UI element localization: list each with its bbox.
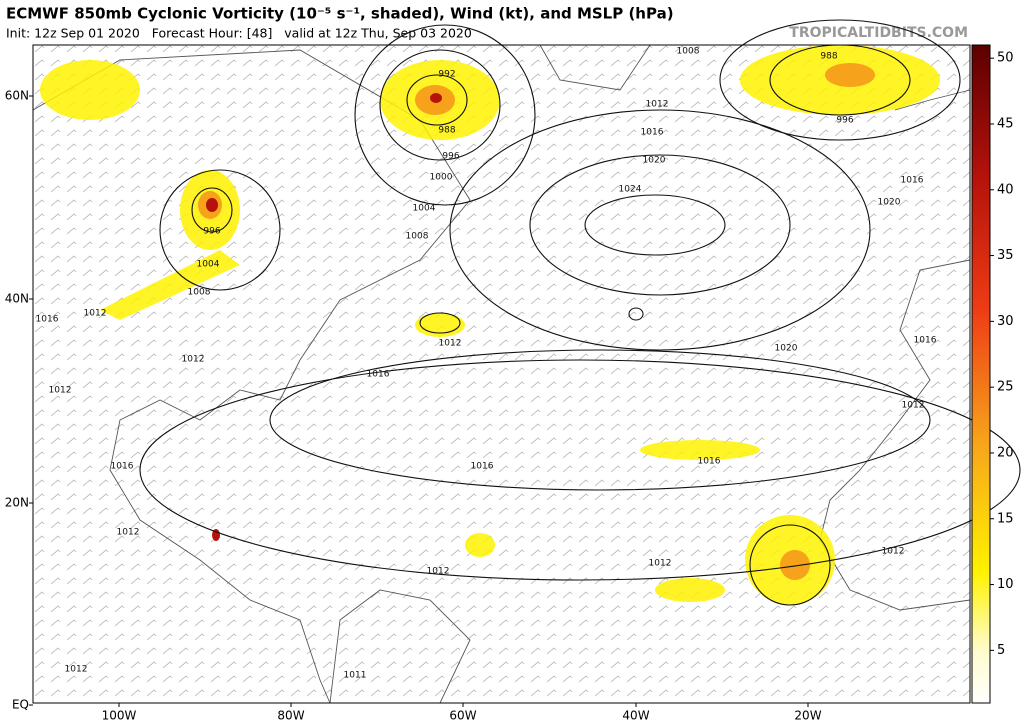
wind-barbs [33, 45, 970, 703]
isobar-label: 1012 [649, 559, 672, 569]
colorbar-tick-label: 15 [997, 511, 1014, 526]
isobar-label: 1008 [406, 232, 429, 242]
lon-label: 20W [794, 709, 821, 723]
isobar-label: 992 [438, 70, 455, 80]
isobar-label: 1016 [367, 370, 390, 380]
isobar-label: 1016 [698, 457, 721, 467]
lat-label: 40N [5, 292, 29, 306]
isobar-label: 1024 [619, 185, 642, 195]
isobar-label: 1000 [430, 173, 453, 183]
lat-label: EQ [12, 698, 29, 712]
colorbar-tick-label: 35 [997, 248, 1014, 263]
isobar-label: 1012 [902, 401, 925, 411]
subtitle: Init: 12z Sep 01 2020 Forecast Hour: [48… [6, 26, 472, 41]
isobar-label: 1016 [901, 176, 924, 186]
lon-label: 60W [449, 709, 476, 723]
title: ECMWF 850mb Cyclonic Vorticity (10⁻⁵ s⁻¹… [6, 5, 674, 23]
isobar-label: 1012 [49, 386, 72, 396]
isobar-label: 1004 [413, 204, 436, 214]
isobar-label: 988 [820, 52, 837, 62]
isobar-label: 1012 [882, 547, 905, 557]
isobar-label: 1012 [117, 528, 140, 538]
isobar-label: 1012 [646, 100, 669, 110]
isobar-label: 1012 [427, 567, 450, 577]
lat-label: 60N [5, 89, 29, 103]
colorbar-tick-label: 25 [997, 380, 1014, 395]
isobar-label: 1020 [643, 156, 666, 166]
isobar-label: 1012 [65, 665, 88, 675]
map [32, 19, 1021, 704]
isobar-label: 1016 [471, 462, 494, 472]
isobar-label: 1016 [914, 336, 937, 346]
colorbar-tick-label: 20 [997, 445, 1014, 460]
lat-label: 20N [5, 496, 29, 510]
isobar-label: 1016 [641, 128, 664, 138]
colorbar [971, 44, 991, 704]
lon-label: 80W [277, 709, 304, 723]
isobar-label: 988 [438, 126, 455, 136]
colorbar-tick-label: 45 [997, 116, 1014, 131]
colorbar-tick-label: 5 [997, 643, 1005, 658]
lon-label: 100W [102, 709, 137, 723]
lon-label: 40W [622, 709, 649, 723]
map-border [32, 44, 971, 704]
colorbar-tick-label: 30 [997, 314, 1014, 329]
isobar-label: 1016 [36, 315, 59, 325]
isobar-label: 996 [442, 152, 459, 162]
isobar-label: 996 [836, 116, 853, 126]
colorbar-tick-label: 50 [997, 51, 1014, 66]
isobar-label: 1008 [188, 288, 211, 298]
isobar-label: 1004 [197, 260, 220, 270]
site-credit: TROPICALTIDBITS.COM [789, 25, 968, 41]
colorbar-tick-label: 40 [997, 182, 1014, 197]
isobar-label: 1012 [84, 309, 107, 319]
isobar-label: 1008 [677, 47, 700, 57]
isobar-label: 1016 [111, 462, 134, 472]
isobar-label: 996 [203, 227, 220, 237]
isobars [139, 19, 1021, 606]
isobar-label: 1020 [878, 198, 901, 208]
isobar-label: 1012 [182, 355, 205, 365]
isobar-label: 1020 [775, 344, 798, 354]
isobar-label: 1011 [344, 671, 367, 681]
isobar-label: 1012 [439, 339, 462, 349]
colorbar-tick-label: 10 [997, 577, 1014, 592]
